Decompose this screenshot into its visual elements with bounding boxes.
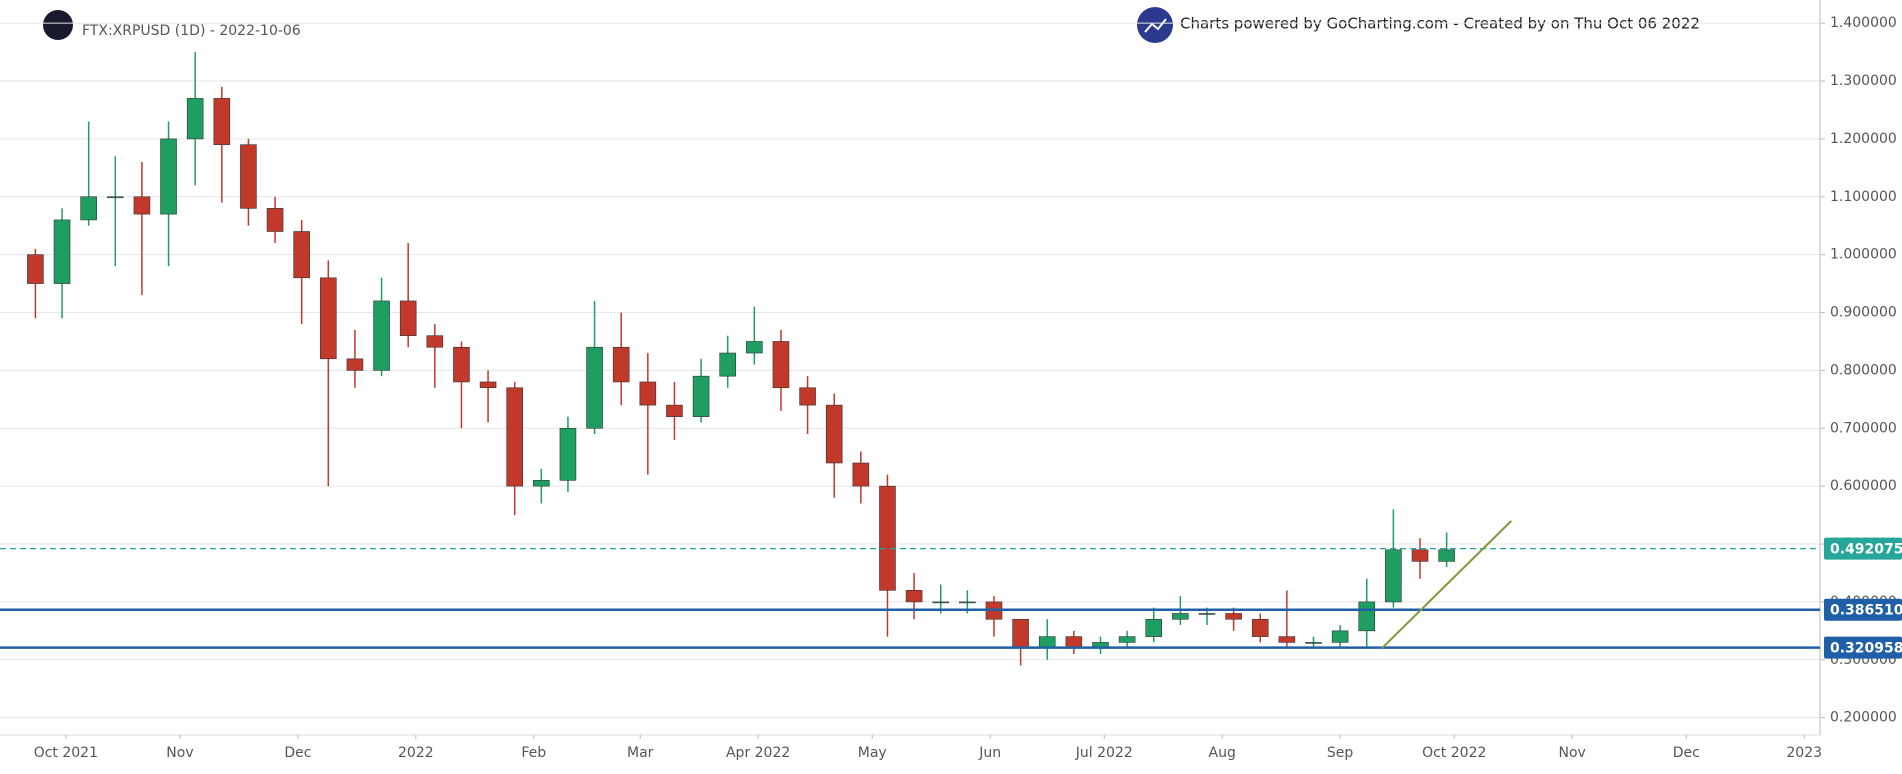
y-tick-label: 0.800000: [1830, 362, 1897, 378]
candle-body: [266, 208, 284, 232]
gocharting-logo: [1137, 7, 1173, 43]
candle-body: [666, 404, 683, 417]
candle-body: [1438, 549, 1455, 562]
candle-body: [772, 341, 790, 389]
candle-body: [133, 196, 151, 215]
candle-body: [346, 358, 364, 371]
candle-body: [1198, 613, 1216, 615]
price-level-label: 0.320958: [1830, 641, 1902, 657]
candle-body: [719, 352, 736, 377]
candle-body: [825, 404, 843, 464]
candle-body: [1411, 549, 1429, 562]
candle-body: [692, 375, 710, 417]
candle-body: [213, 98, 231, 145]
candle-body: [1358, 601, 1376, 632]
y-tick-label: 1.000000: [1830, 247, 1897, 263]
candle-body: [399, 300, 417, 336]
candle-body: [959, 601, 976, 604]
y-tick-label: 0.200000: [1830, 710, 1897, 726]
candle-body: [932, 601, 950, 604]
candle-body: [80, 196, 97, 221]
logo: [43, 10, 73, 40]
y-tick-label: 0.600000: [1830, 478, 1897, 494]
x-tick-label: Sep: [1327, 745, 1354, 761]
candle-body: [905, 590, 923, 603]
candle-body: [426, 335, 444, 348]
candle-body: [879, 485, 896, 591]
candle-body: [746, 341, 763, 354]
candle-body: [559, 427, 577, 481]
candle-body: [1118, 636, 1136, 643]
y-tick-label: 1.300000: [1830, 73, 1897, 89]
price-level-label: 0.386510: [1830, 603, 1902, 619]
candle-body: [186, 98, 204, 140]
trendline: [1381, 520, 1513, 649]
candle-body: [373, 300, 390, 371]
y-tick-label: 1.200000: [1830, 131, 1897, 147]
candle-body: [240, 144, 257, 209]
x-tick-label: Dec: [1673, 745, 1700, 761]
x-tick-label: Dec: [284, 745, 311, 761]
x-tick-label: 2023: [1786, 745, 1822, 761]
candle-body: [1172, 613, 1189, 620]
x-tick-label: Oct 2022: [1422, 745, 1486, 761]
candle-body: [107, 196, 124, 199]
candle-body: [1251, 618, 1269, 637]
y-tick-label: 0.900000: [1830, 305, 1897, 321]
x-tick-label: Jul 2022: [1075, 745, 1133, 761]
x-tick-label: Feb: [521, 745, 546, 761]
x-tick-label: Oct 2021: [34, 745, 98, 761]
x-tick-label: Mar: [627, 745, 654, 761]
candle-body: [852, 462, 870, 487]
chart-title: FTX:XRPUSD (1D) - 2022-10-06: [82, 23, 301, 39]
x-tick-label: Nov: [1558, 745, 1585, 761]
price-level-badge: [1824, 598, 1902, 621]
candle-body: [1145, 618, 1163, 637]
candle-body: [479, 381, 497, 389]
candle-body: [799, 387, 816, 406]
candle-body: [1225, 613, 1242, 620]
candle-body: [1385, 549, 1402, 603]
y-tick-label: 1.400000: [1830, 15, 1897, 31]
logo-arrow: [1144, 18, 1167, 33]
price-level-label: 0.492075: [1830, 542, 1902, 558]
candle-body: [453, 346, 470, 383]
candle-body: [506, 387, 523, 487]
candle-body: [586, 346, 603, 429]
price-level-badge: [1824, 636, 1902, 659]
candle-body: [533, 480, 550, 487]
candle-body: [293, 231, 310, 279]
x-tick-label: Jun: [978, 745, 1001, 761]
candle-body: [612, 346, 630, 383]
candle-body: [320, 277, 337, 360]
candle-body: [160, 138, 177, 215]
y-tick-label: 1.100000: [1830, 189, 1897, 205]
candle-body: [1305, 642, 1322, 644]
x-tick-label: May: [858, 745, 887, 761]
candle-body: [639, 381, 657, 406]
candle-body: [1012, 618, 1029, 649]
candle-body: [1331, 630, 1349, 643]
candle-body: [27, 254, 44, 284]
candle-body: [53, 219, 71, 284]
price-level-badge: [1824, 537, 1902, 560]
x-tick-label: Aug: [1209, 745, 1236, 761]
x-tick-label: Apr 2022: [726, 745, 790, 761]
x-tick-label: Nov: [166, 745, 193, 761]
y-tick-label: 0.700000: [1830, 420, 1897, 436]
candle-body: [1278, 636, 1296, 643]
x-tick-label: 2022: [398, 745, 434, 761]
